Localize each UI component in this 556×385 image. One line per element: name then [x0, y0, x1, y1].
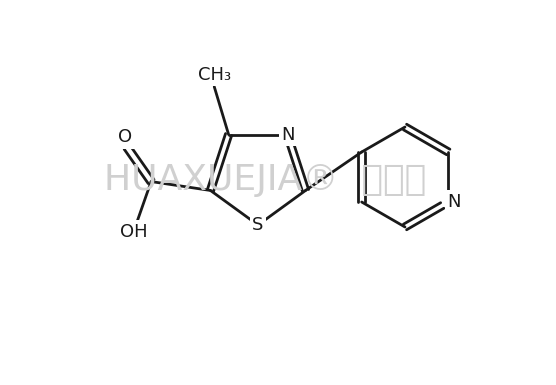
Text: N: N — [448, 193, 461, 211]
Text: CH₃: CH₃ — [198, 66, 231, 84]
Text: N: N — [282, 126, 295, 144]
Text: HUAXUEJIA®  化学加: HUAXUEJIA® 化学加 — [104, 163, 426, 197]
Text: OH: OH — [121, 223, 148, 241]
Text: O: O — [118, 128, 132, 146]
Text: S: S — [252, 216, 264, 234]
